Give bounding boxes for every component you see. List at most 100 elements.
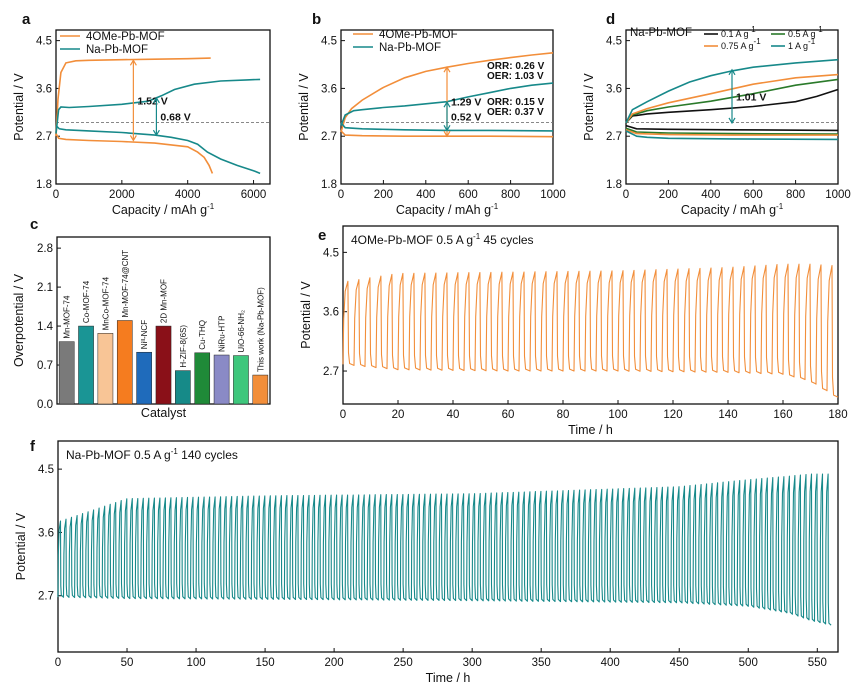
x-tick-label: 100 <box>608 409 627 421</box>
x-tick-label: 250 <box>394 657 413 669</box>
x-tick-label: 600 <box>744 189 763 201</box>
bar-category-label: H-ZIF-8(6S) <box>179 325 188 368</box>
y-tick-label: 2.7 <box>606 131 622 143</box>
y-axis-label: Potential / V <box>299 281 313 349</box>
y-tick-label: 4.5 <box>606 36 622 48</box>
panel-label-f: f <box>30 438 36 455</box>
y-tick-label: 2.8 <box>37 243 53 255</box>
bar-category-label: 2D Mn-MOF <box>160 279 169 323</box>
y-tick-label: 1.4 <box>37 321 54 333</box>
x-axis-label: Catalyst <box>141 406 187 420</box>
bar <box>116 320 133 405</box>
series-line <box>625 127 839 135</box>
bar-category-label: Co-MOF-74 <box>82 280 91 323</box>
series-line <box>55 78 261 134</box>
y-axis-label: Potential / V <box>12 73 26 141</box>
y-tick-label: 3.6 <box>38 527 54 539</box>
x-tick-label: 400 <box>701 189 720 201</box>
legend-entry: 0.1 A g-1 <box>721 25 756 39</box>
x-axis-label: Capacity / mAh g-1 <box>396 202 499 217</box>
y-tick-label: 2.7 <box>36 131 52 143</box>
x-tick-label: 50 <box>121 657 134 669</box>
panel-label-b: b <box>312 11 321 28</box>
x-tick-label: 160 <box>773 409 792 421</box>
panel-f: 0 50 100 150 200 250 300 350 400 450 500 550 2.7 3.6 4… <box>14 440 839 685</box>
arrow-head <box>443 101 451 108</box>
series-line <box>625 73 839 124</box>
bar <box>155 325 172 405</box>
panel-label-d: d <box>606 11 615 28</box>
panel-title: 4OMe-Pb-MOF 0.5 A g-1 45 cycles <box>351 232 534 247</box>
x-tick-label: 550 <box>808 657 827 669</box>
arrow-head <box>443 125 451 132</box>
bar-category-label: Mn-MOF-74@CNT <box>121 250 130 318</box>
legend-entry: 1 A g-1 <box>788 37 816 51</box>
y-tick-label: 1.8 <box>36 179 52 191</box>
series-line <box>625 78 839 124</box>
x-tick-label: 350 <box>532 657 551 669</box>
y-tick-label: 2.1 <box>37 282 53 294</box>
y-axis-label: Overpotential / V <box>12 273 26 367</box>
axes-frame-e <box>342 225 839 405</box>
x-tick-label: 300 <box>463 657 482 669</box>
oer-orr-note: ORR: 0.15 V <box>487 97 545 108</box>
x-tick-label: 100 <box>186 657 205 669</box>
x-tick-label: 140 <box>718 409 737 421</box>
delta-label: 0.52 V <box>451 111 481 123</box>
delta-label: 0.68 V <box>160 112 190 124</box>
oer-orr-note: ORR: 0.26 V <box>487 61 545 72</box>
x-tick-label: 4000 <box>175 189 201 201</box>
axes-frame-b <box>340 29 554 185</box>
bar <box>136 351 152 405</box>
bar-category-label: Niᴵᴵ-NCF <box>140 320 149 349</box>
x-tick-label: 1000 <box>540 189 566 201</box>
panel-a: 0 2000 4000 6000 1.8 2.7 3.6 4.5 Capacity / mAh … <box>12 29 271 217</box>
oer-orr-note: OER: 1.03 V <box>487 71 544 82</box>
bar-category-label: Cu-THQ <box>198 320 207 350</box>
y-tick-label: 4.5 <box>38 464 54 476</box>
series-line <box>625 58 839 124</box>
bar <box>97 333 114 405</box>
arrow-head <box>443 130 451 138</box>
series-line <box>55 133 214 174</box>
y-tick-label: 3.6 <box>321 83 337 95</box>
x-axis-label: Capacity / mAh g-1 <box>681 202 784 217</box>
series-line <box>340 52 554 133</box>
y-tick-label: 1.8 <box>606 179 622 191</box>
series-line <box>340 82 554 126</box>
arrow-head <box>129 59 137 66</box>
cycling-curve <box>57 473 832 626</box>
x-tick-label: 400 <box>601 657 620 669</box>
series-line <box>625 130 839 141</box>
bar-category-label: This work (Na-Pb-MOF) <box>256 287 265 372</box>
y-tick-label: 0.7 <box>37 360 53 372</box>
arrow-head <box>152 129 160 137</box>
arrow-head <box>129 135 137 142</box>
x-tick-label: 800 <box>786 189 805 201</box>
delta-label: 1.52 V <box>137 95 167 107</box>
series-line <box>340 122 554 132</box>
bar <box>58 341 75 405</box>
y-axis-label: Potential / V <box>14 512 28 580</box>
arrow-head <box>152 96 160 104</box>
x-tick-label: 200 <box>659 189 678 201</box>
panel-title: Na-Pb-MOF <box>630 27 692 39</box>
legend-entry: 4OMe-Pb-MOF <box>86 31 165 43</box>
x-tick-label: 450 <box>670 657 689 669</box>
x-tick-label: 0 <box>340 409 346 421</box>
y-tick-label: 2.7 <box>323 366 339 378</box>
axes-frame-f <box>57 440 839 653</box>
series-line <box>55 57 211 137</box>
bar-category-label: Mn-MOF-74 <box>63 295 72 339</box>
x-tick-label: 200 <box>374 189 393 201</box>
bar <box>78 325 94 405</box>
arrow-head <box>728 68 736 76</box>
y-axis-label: Potential / V <box>297 73 311 141</box>
x-axis-label: Time / h <box>568 423 613 437</box>
axes-frame-d <box>625 29 839 185</box>
y-tick-label: 3.6 <box>323 307 339 319</box>
y-tick-label: 3.6 <box>36 83 52 95</box>
y-tick-label: 0.0 <box>37 399 53 411</box>
delta-label: 1.01 V <box>736 91 766 103</box>
bar <box>175 370 191 405</box>
